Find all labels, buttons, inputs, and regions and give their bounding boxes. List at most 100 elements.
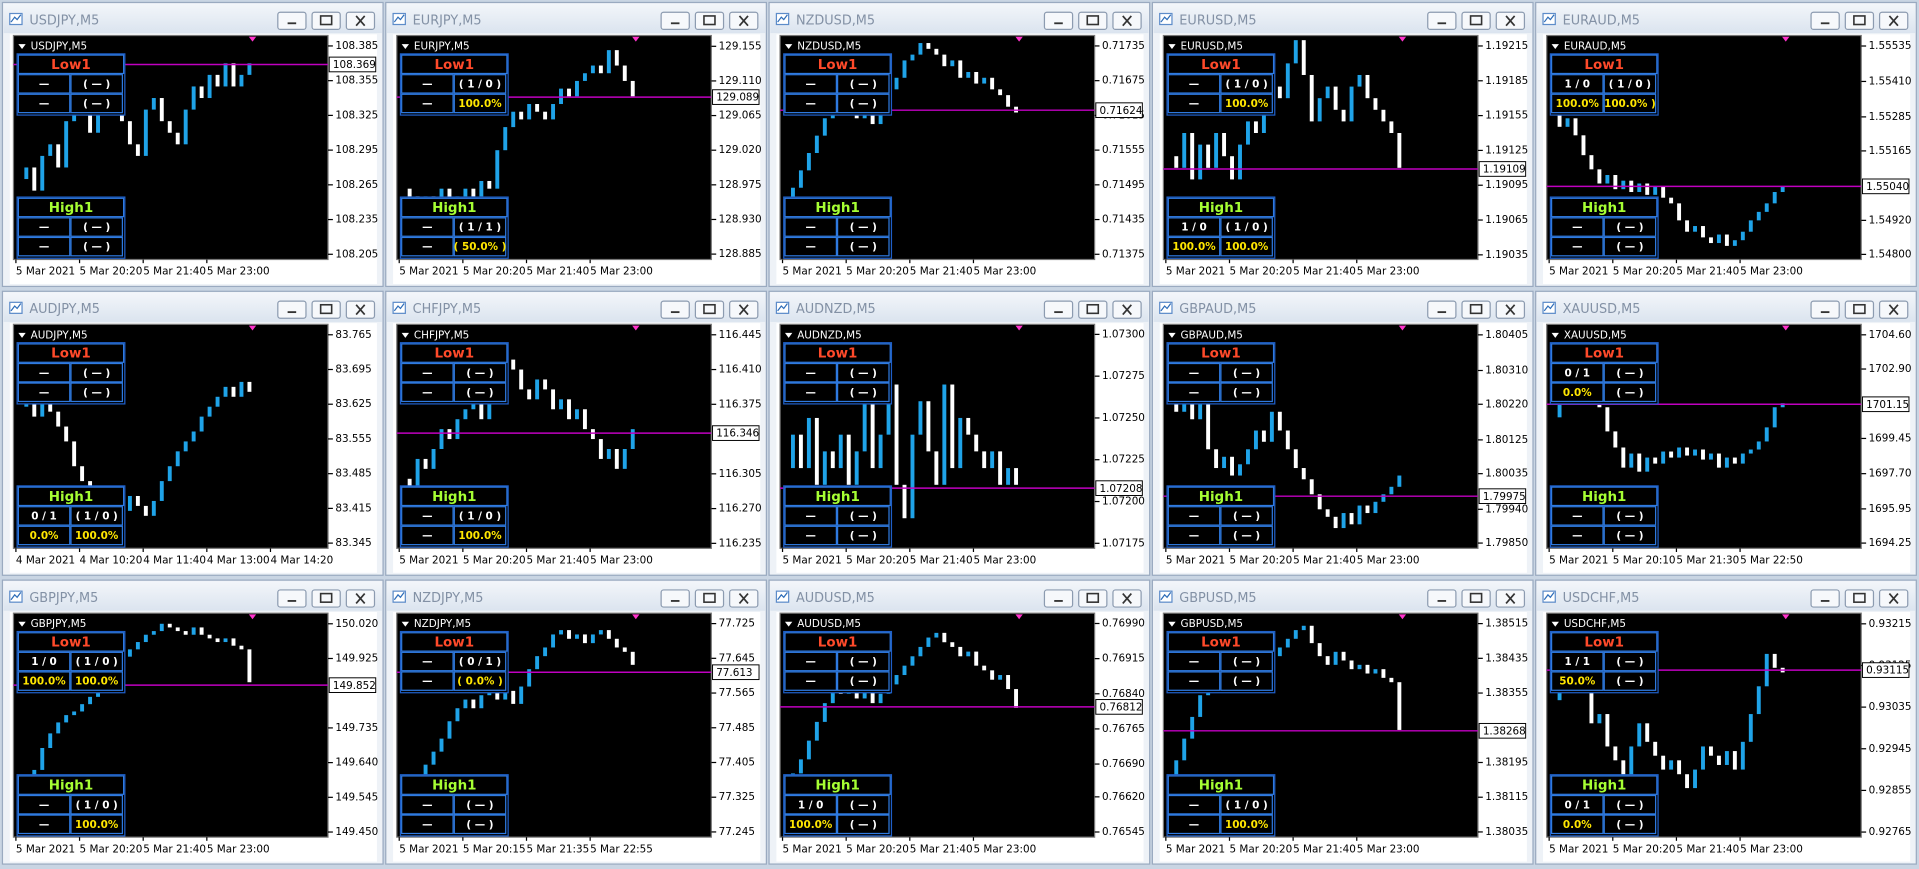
candle	[40, 747, 45, 770]
signal-cell	[1603, 814, 1657, 835]
candle	[1349, 660, 1354, 670]
candle	[1277, 86, 1282, 99]
candle	[1325, 86, 1330, 99]
maximize-button[interactable]	[311, 11, 341, 31]
x-tick-label: 4 Mar 14:20	[270, 555, 333, 567]
candle	[1629, 746, 1634, 779]
candle	[519, 369, 524, 390]
maximize-button[interactable]	[1461, 11, 1491, 31]
minimize-button[interactable]	[1427, 300, 1457, 319]
symbol-label: NZDJPY,M5	[414, 618, 471, 630]
candle	[463, 409, 468, 420]
price-label-box	[712, 89, 760, 105]
candle	[974, 434, 979, 452]
y-tick-label: 77.245	[719, 826, 755, 838]
signal-title: Low1	[818, 58, 858, 73]
minimize-button[interactable]	[1043, 300, 1074, 319]
signal-value: ( — )	[850, 387, 877, 399]
symbol-label: AUDJPY,M5	[31, 329, 88, 341]
minimize-button[interactable]	[660, 11, 690, 31]
signal-value: 100.0%	[1556, 98, 1600, 110]
candle	[439, 188, 444, 205]
x-tick-label: 5 Mar 22:55	[590, 843, 653, 855]
maximize-button[interactable]	[694, 589, 725, 608]
signal-value: ( — )	[1233, 656, 1260, 668]
signal-value: ( — )	[1616, 387, 1643, 399]
maximize-button[interactable]	[1078, 11, 1108, 31]
candle	[455, 708, 460, 722]
signal-cell	[836, 814, 890, 835]
close-glyph	[355, 593, 366, 604]
price-label: 1.79975	[1483, 491, 1526, 503]
signal-value: ( — )	[83, 387, 110, 399]
maximize-button[interactable]	[1461, 589, 1491, 608]
minimize-button[interactable]	[1043, 11, 1074, 31]
signal-value: ( — )	[466, 367, 493, 379]
candle	[1621, 180, 1626, 190]
y-tick-label: 1.19035	[1485, 249, 1528, 261]
y-tick-label: 108.235	[335, 214, 378, 226]
candle	[590, 634, 595, 644]
minimize-button[interactable]	[1810, 300, 1840, 319]
candle	[479, 180, 484, 197]
maximize-button[interactable]	[1078, 589, 1108, 608]
x-tick-label: 4 Mar 10:20	[80, 555, 143, 567]
minimize-button[interactable]	[277, 589, 307, 608]
candle	[1613, 746, 1618, 761]
signal-cell	[401, 74, 454, 94]
symbol-arrow	[1168, 332, 1176, 338]
minimize-button[interactable]	[1427, 589, 1457, 608]
signal-cell	[70, 236, 123, 257]
minimize-button[interactable]	[1810, 11, 1840, 31]
candle	[1365, 505, 1370, 514]
y-tick-label: 77.725	[719, 618, 755, 630]
minimize-button[interactable]	[277, 300, 307, 319]
candle	[622, 448, 627, 469]
x-tick-label: 5 Mar 2021	[783, 843, 842, 855]
candle	[1740, 231, 1745, 241]
maximize-button[interactable]	[1844, 300, 1875, 319]
candle	[159, 98, 164, 122]
x-tick-label: 5 Mar 20:20	[463, 555, 526, 567]
candle	[175, 627, 180, 632]
x-tick-label: 5 Mar 20:20	[1229, 266, 1292, 278]
maximize-button[interactable]	[694, 11, 725, 31]
maximize-button[interactable]	[1461, 300, 1491, 319]
candle	[822, 703, 827, 722]
x-tick-label: 5 Mar 20:20	[1229, 555, 1292, 567]
signal-cell	[784, 651, 837, 672]
minimize-button[interactable]	[277, 11, 307, 31]
candle	[511, 111, 516, 128]
candle	[918, 43, 923, 55]
signal-value: ( — )	[83, 367, 110, 379]
close-glyph	[1122, 304, 1132, 316]
candle	[854, 451, 859, 485]
maximize-button[interactable]	[694, 300, 725, 319]
maximize-button[interactable]	[311, 300, 341, 319]
minimize-button[interactable]	[660, 300, 690, 319]
minimize-button[interactable]	[1427, 11, 1457, 31]
signal-cell	[836, 794, 890, 815]
x-tick-label: 5 Mar 20:10	[1613, 555, 1676, 567]
maximize-button[interactable]	[1844, 589, 1875, 608]
close-glyph	[738, 593, 749, 604]
candle	[1772, 192, 1777, 204]
signal-cell	[1603, 74, 1657, 94]
maximize-button[interactable]	[311, 589, 341, 608]
signal-cell	[1167, 236, 1221, 257]
signal-cell	[1603, 236, 1657, 257]
signal-header	[401, 197, 508, 218]
candle	[1285, 63, 1290, 99]
candle	[1381, 494, 1386, 502]
maximize-button[interactable]	[1844, 11, 1875, 31]
x-tick-label: 5 Mar 2021	[399, 843, 458, 855]
x-tick-label: 4 Mar 2021	[16, 555, 75, 567]
signal-header	[1167, 486, 1275, 507]
candle	[1685, 220, 1690, 232]
minimize-button[interactable]	[660, 589, 690, 608]
minimize-button[interactable]	[1810, 589, 1840, 608]
candle	[1701, 746, 1705, 770]
maximize-button[interactable]	[1078, 300, 1108, 319]
signal-header	[17, 54, 125, 75]
minimize-button[interactable]	[1043, 589, 1074, 608]
